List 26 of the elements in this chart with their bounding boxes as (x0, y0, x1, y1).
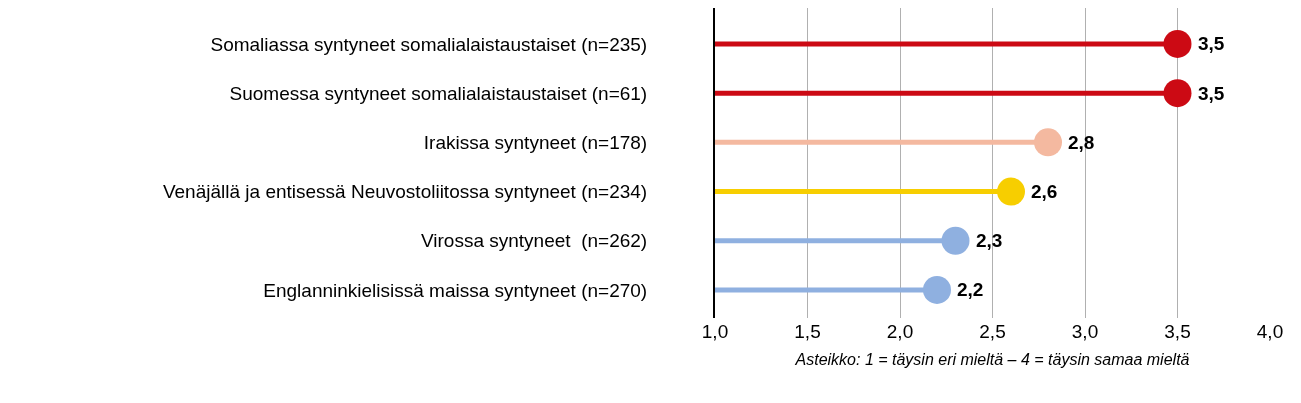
x-tick-label: 3,5 (1164, 321, 1191, 342)
x-tick-label: 2,5 (979, 321, 1006, 342)
data-label: 2,8 (1068, 132, 1095, 153)
y-tick-label: Englanninkielisissä maissa syntyneet (n=270) (263, 279, 648, 301)
data-label: 3,5 (1198, 33, 1225, 54)
y-tick-label: Somaliassa syntyneet somalialaistaustaiset (n=235) (210, 33, 648, 55)
point (941, 226, 970, 255)
x-tick-label: 3,0 (1071, 321, 1099, 342)
y-tick-label: Venäjällä ja entisessä Neuvostoliitossa syntyneet (n=234) (162, 181, 648, 203)
y-tick-label: Irakissa syntyneet (n=178) (423, 131, 648, 153)
x-tick-label: 4,0 (1256, 321, 1284, 342)
y-tick-label: Suomessa syntyneet somalialaistaustaiset (n=61) (229, 82, 648, 104)
point (1163, 79, 1192, 108)
x-axis-title: Asteikko: 1 = täysin eri mieltä – 4 = täysin samaa mieltä (794, 350, 1190, 368)
data-label: 3,5 (1198, 83, 1225, 104)
point (923, 275, 951, 304)
point (1034, 128, 1062, 157)
x-tick-label: 2,0 (886, 321, 914, 342)
point (1163, 29, 1192, 58)
data-label: 2,2 (957, 279, 984, 300)
y-tick-label: Virossa syntyneet (n=262) (421, 230, 648, 252)
point (997, 177, 1025, 206)
x-tick-label: 1,0 (701, 321, 729, 342)
data-label: 2,6 (1031, 181, 1058, 202)
data-label: 2,3 (976, 230, 1003, 251)
x-tick-label: 1,5 (794, 321, 821, 342)
